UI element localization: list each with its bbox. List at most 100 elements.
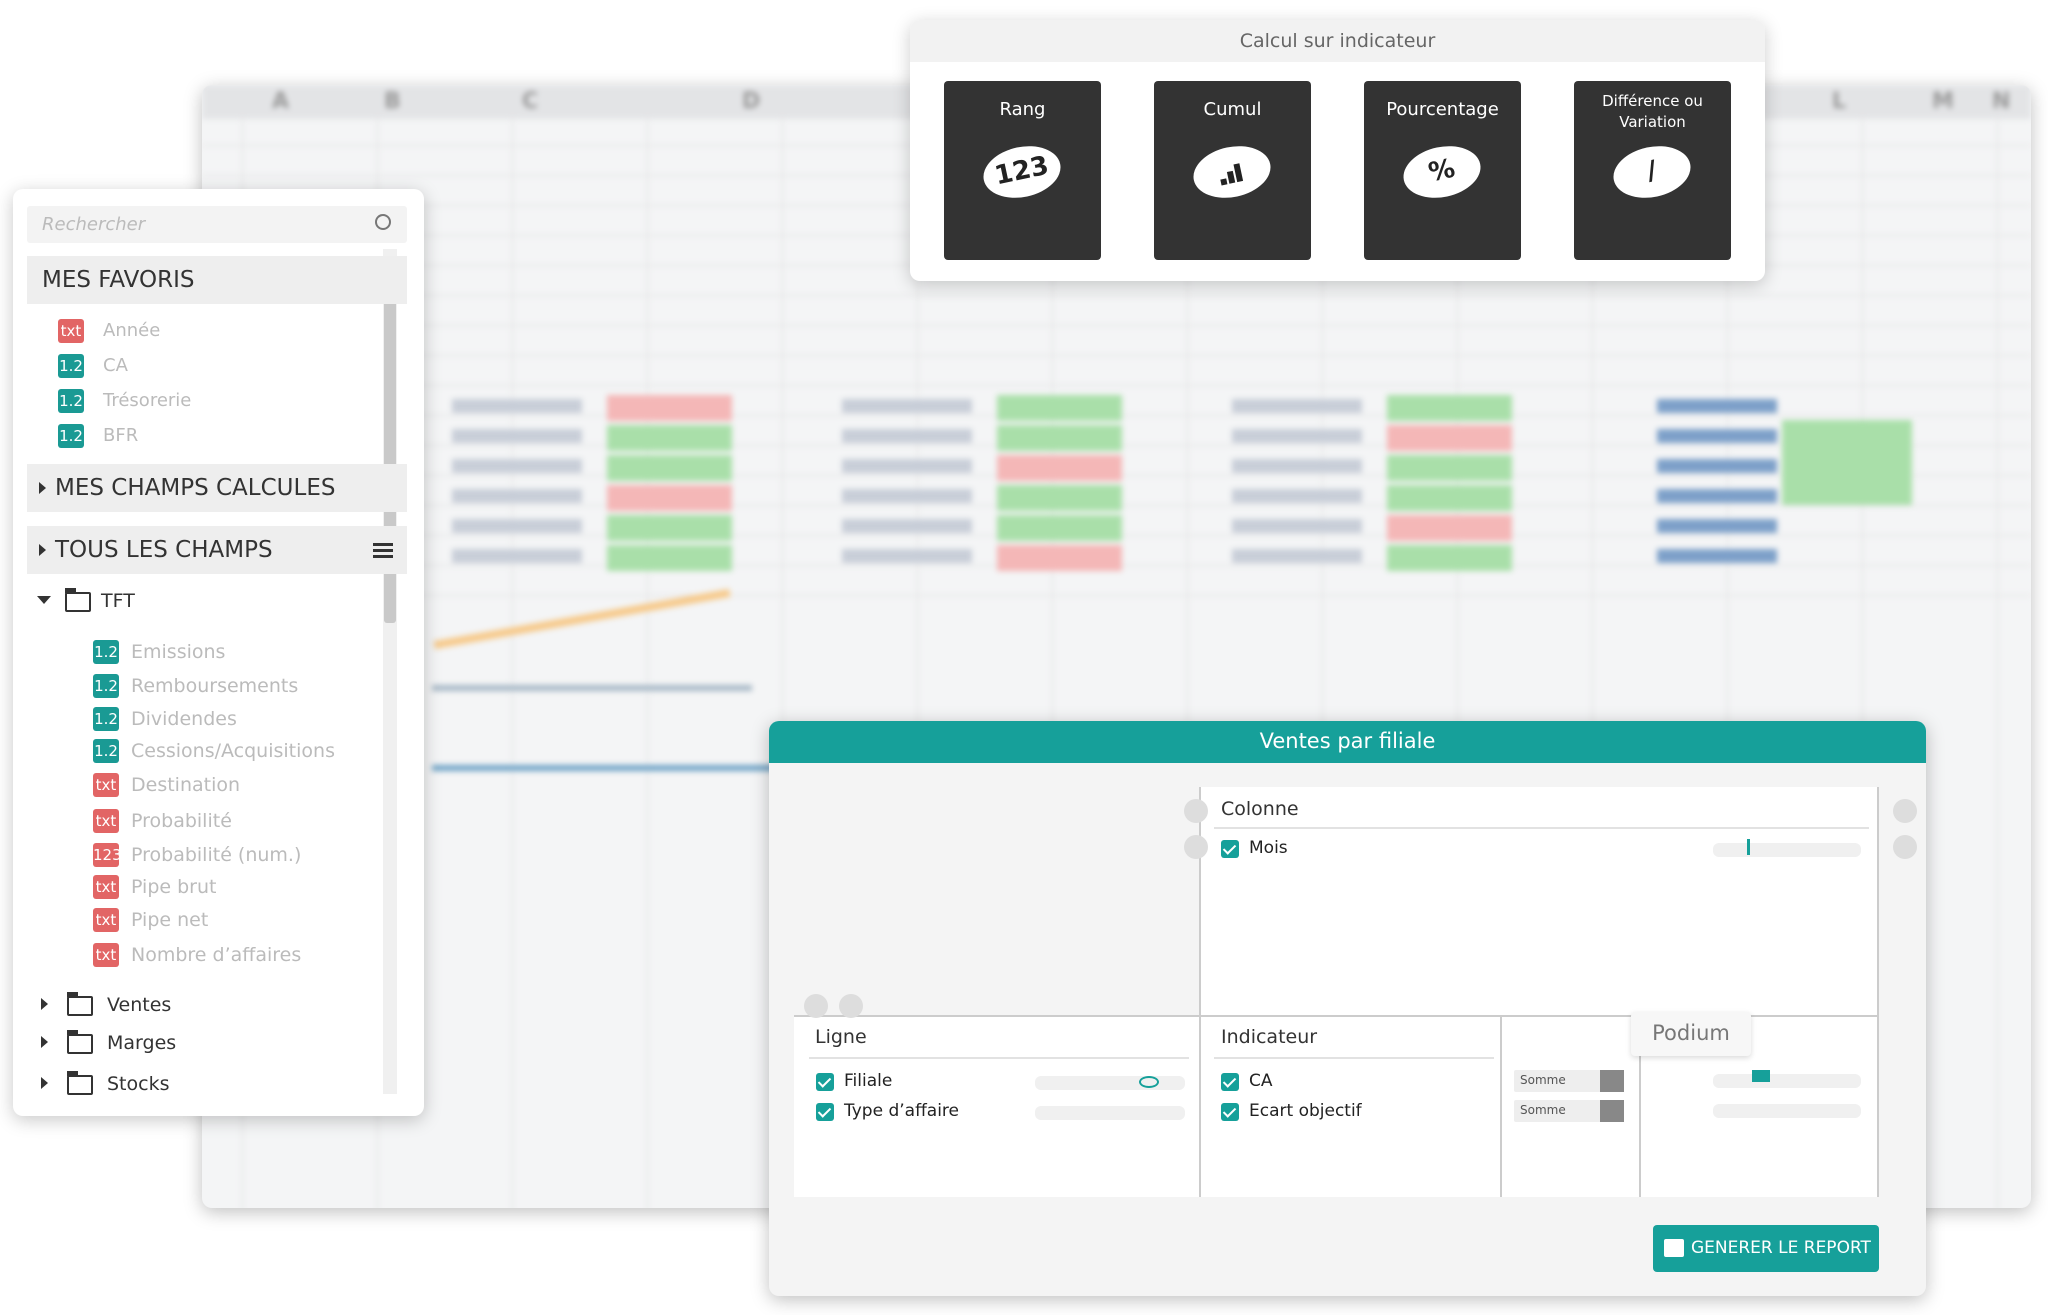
column-line [512, 119, 513, 1208]
checkbox[interactable] [816, 1103, 834, 1121]
cell [1657, 519, 1777, 533]
checkbox[interactable] [1221, 840, 1239, 858]
aggregation-select[interactable]: Somme [1514, 1100, 1624, 1122]
cell [997, 455, 1122, 481]
option-slot [1713, 1074, 1861, 1088]
field-label[interactable]: Probabilité (num.) [131, 844, 302, 866]
card-icon [1188, 139, 1276, 205]
row-line [202, 325, 2031, 326]
folder-label[interactable]: Ventes [107, 994, 172, 1016]
cell [1657, 399, 1777, 413]
cell [452, 429, 582, 443]
cell [1232, 489, 1362, 503]
row-line [202, 295, 2031, 296]
indicator-card[interactable]: Cumul [1154, 81, 1311, 260]
folder-label[interactable]: Marges [107, 1032, 177, 1054]
checkbox[interactable] [1221, 1103, 1239, 1121]
field-label: CA [1249, 1071, 1273, 1091]
cell [607, 425, 732, 451]
field-label[interactable]: Probabilité [131, 810, 232, 832]
type-badge: 1.2 [58, 424, 84, 448]
field-label[interactable]: Année [103, 320, 161, 341]
row-line [202, 385, 2031, 386]
action-icon[interactable] [1184, 835, 1208, 859]
card-label: Différence ou Variation [1602, 92, 1703, 131]
cell [1232, 549, 1362, 563]
folder-label[interactable]: Stocks [107, 1073, 170, 1095]
action-icon[interactable] [1893, 799, 1917, 823]
generate-button[interactable]: GENERER LE REPORT [1653, 1225, 1879, 1272]
field-label[interactable]: Trésorerie [103, 390, 192, 411]
card-label: Cumul [1203, 99, 1262, 120]
action-icon[interactable] [1893, 835, 1917, 859]
folder-label: TFT [101, 590, 135, 612]
cell [842, 459, 972, 473]
card-icon: / [1608, 139, 1696, 205]
chart-line [433, 589, 731, 649]
cell [1232, 399, 1362, 413]
excel-icon [1664, 1239, 1684, 1257]
cell [842, 429, 972, 443]
section-header[interactable]: MES CHAMPS CALCULES [27, 464, 407, 512]
column-line [782, 119, 783, 1208]
option-slot [1035, 1106, 1185, 1120]
divider [1214, 827, 1869, 829]
field-label[interactable]: Dividendes [131, 708, 237, 730]
indicator-card[interactable]: Rang 123 [944, 81, 1101, 260]
cell [842, 549, 972, 563]
divider [1214, 1057, 1494, 1059]
aggregation-select[interactable]: Somme [1514, 1070, 1624, 1092]
type-badge: txt [93, 908, 119, 932]
column-line [1322, 119, 1323, 1208]
column-line [1997, 119, 1998, 1208]
column-header: L [1832, 89, 1847, 114]
field-label[interactable]: CA [103, 355, 128, 376]
action-icon[interactable] [804, 994, 828, 1018]
chart-line [432, 685, 752, 691]
section-title: TOUS LES CHAMPS [55, 537, 273, 563]
cell [607, 455, 732, 481]
indicator-card[interactable]: Différence ou Variation / [1574, 81, 1731, 260]
field-label[interactable]: Destination [131, 774, 241, 796]
cumul-bar [1226, 170, 1236, 184]
section-header[interactable]: MES FAVORIS [27, 256, 407, 304]
column-header: A [272, 89, 290, 114]
cell [452, 489, 582, 503]
cell [1657, 429, 1777, 443]
card-icon: 123 [978, 139, 1066, 205]
field-label[interactable]: Pipe net [131, 909, 209, 931]
panel-title: Ventes par filiale [1259, 729, 1436, 753]
menu-icon [373, 543, 393, 546]
field-label: Ecart objectif [1249, 1101, 1362, 1121]
field-label[interactable]: Remboursements [131, 675, 299, 697]
indicator-card[interactable]: Pourcentage% [1364, 81, 1521, 260]
field-label[interactable]: Cessions/Acquisitions [131, 740, 335, 762]
cell [1387, 545, 1512, 571]
scrollbar [383, 249, 397, 1094]
column-line [1457, 119, 1458, 1208]
field-label[interactable]: Pipe brut [131, 876, 217, 898]
podium-icon [1752, 1070, 1770, 1082]
folder-tab [65, 588, 76, 593]
column-header: B [384, 89, 401, 114]
field-label[interactable]: Emissions [131, 641, 226, 663]
cell [997, 515, 1122, 541]
checkbox[interactable] [1221, 1073, 1239, 1091]
cell [607, 545, 732, 571]
panel-title: Calcul sur indicateur [1239, 30, 1436, 52]
action-icon[interactable] [839, 994, 863, 1018]
sort-icon [1747, 839, 1750, 855]
field-label[interactable]: BFR [103, 425, 139, 446]
field-label: Mois [1249, 838, 1288, 858]
divider [809, 1057, 1189, 1059]
row-line [202, 595, 2031, 596]
action-icon[interactable] [1184, 799, 1208, 823]
section-header[interactable]: TOUS LES CHAMPS [27, 526, 407, 574]
card-symbol: % [1425, 153, 1458, 189]
field-label[interactable]: Nombre d’affaires [131, 944, 302, 966]
column-header: D [742, 89, 761, 114]
type-badge: 123 [93, 843, 122, 867]
select-value: Somme [1520, 1103, 1566, 1117]
checkbox[interactable] [816, 1073, 834, 1091]
search-box[interactable]: Rechercher [27, 206, 407, 243]
